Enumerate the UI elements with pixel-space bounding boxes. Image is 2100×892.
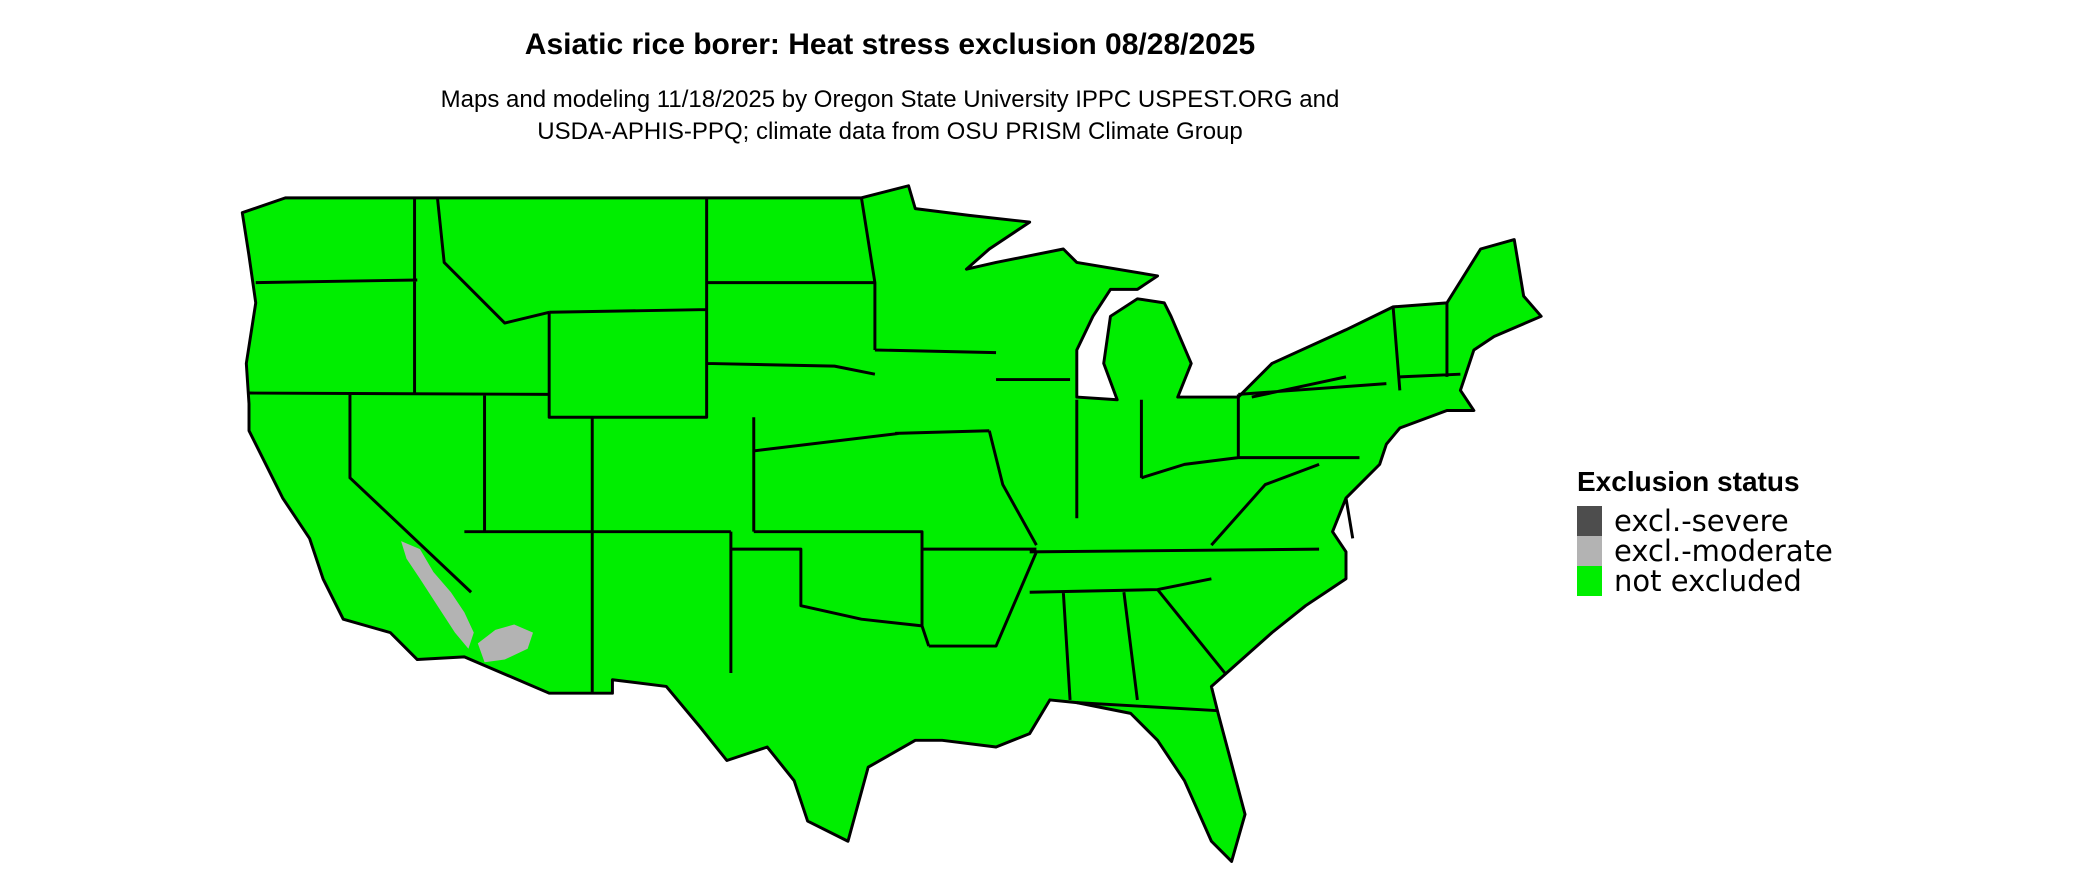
moderate-exclusion-area-california	[401, 541, 474, 649]
us-outline	[240, 184, 1543, 863]
legend-title: Exclusion status	[1577, 466, 1800, 497]
subtitle-line-2: USDA-APHIS-PPQ; climate data from OSU PR…	[537, 118, 1243, 145]
legend-label: excl.-moderate	[1614, 534, 1833, 568]
legend-label: not excluded	[1614, 564, 1802, 598]
legend-item-not-excluded: not excluded	[1577, 564, 1833, 598]
legend-swatch	[1577, 536, 1602, 566]
state-boundaries	[249, 197, 1461, 713]
legend-swatch	[1577, 506, 1602, 536]
map-subtitle: Maps and modeling 11/18/2025 by Oregon S…	[0, 84, 1780, 148]
legend: Exclusion status excl.-severe excl.-mode…	[1577, 466, 1833, 598]
legend-label: excl.-severe	[1614, 504, 1789, 538]
map-title: Asiatic rice borer: Heat stress exclusio…	[524, 28, 1256, 61]
moderate-exclusion-area-arizona	[477, 624, 534, 663]
legend-swatch	[1577, 566, 1602, 596]
legend-item-moderate: excl.-moderate	[1577, 534, 1833, 568]
legend-item-severe: excl.-severe	[1577, 504, 1833, 538]
subtitle-line-1: Maps and modeling 11/18/2025 by Oregon S…	[440, 86, 1340, 113]
